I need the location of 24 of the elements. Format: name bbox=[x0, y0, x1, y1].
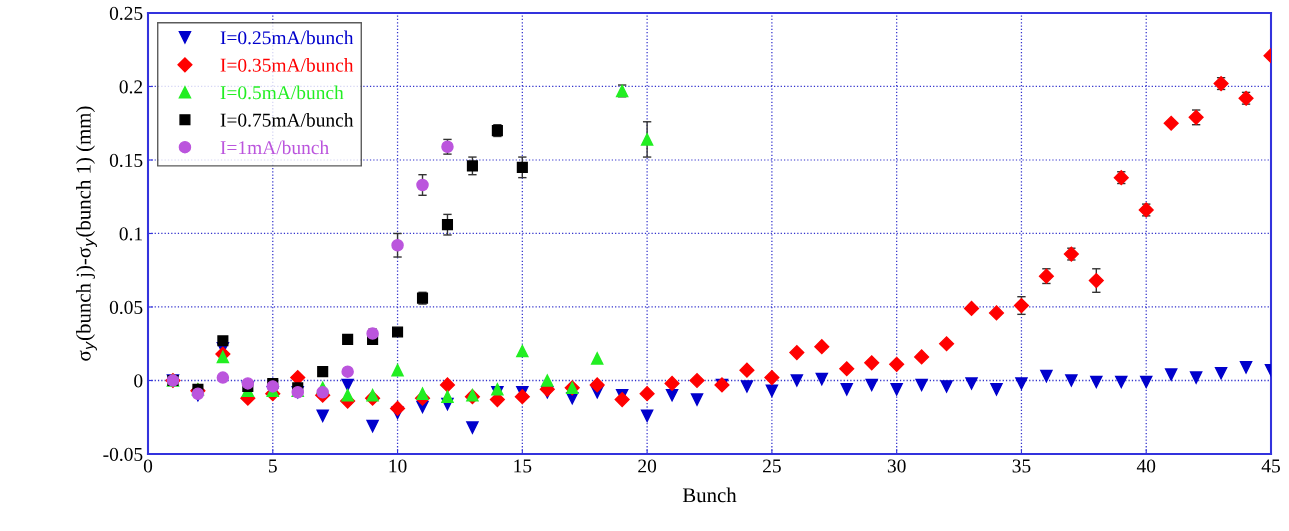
x-tick-label: 30 bbox=[887, 459, 906, 473]
legend-label: I=0.75mA/bunch bbox=[220, 113, 354, 127]
legend-label: I=0.35mA/bunch bbox=[220, 58, 354, 72]
x-tick-label: 40 bbox=[1136, 459, 1156, 473]
y-tick-label: 0 bbox=[134, 374, 143, 388]
legend-label: I=1mA/bunch bbox=[220, 140, 329, 155]
y-tick-label: -0.05 bbox=[103, 447, 143, 462]
legend-label: I=0.5mA/bunch bbox=[220, 85, 344, 100]
y-axis-title: σ$_{y}$(bunch j)-σ$_{y}$(bunch 1) (mm) bbox=[76, 106, 97, 361]
x-tick-label: 15 bbox=[514, 459, 532, 473]
x-tick-label: 20 bbox=[638, 459, 657, 473]
legend-label: I=0.25mA/bunch bbox=[220, 30, 354, 45]
y-tick-label: 0.15 bbox=[109, 153, 143, 168]
x-tick-label: 25 bbox=[763, 459, 781, 473]
x-tick-label: 5 bbox=[269, 459, 277, 473]
y-tick-label: 0.25 bbox=[109, 6, 143, 21]
y-tick-label: 0.2 bbox=[119, 80, 143, 94]
y-tick-label: 0.1 bbox=[119, 227, 142, 241]
x-axis-title: Bunch bbox=[682, 487, 737, 503]
x-tick-label: 10 bbox=[389, 459, 407, 473]
x-tick-label: 0 bbox=[143, 459, 153, 473]
x-tick-label: 45 bbox=[1261, 459, 1280, 473]
x-tick-label: 35 bbox=[1012, 459, 1031, 473]
y-tick-label: 0.05 bbox=[109, 300, 143, 315]
